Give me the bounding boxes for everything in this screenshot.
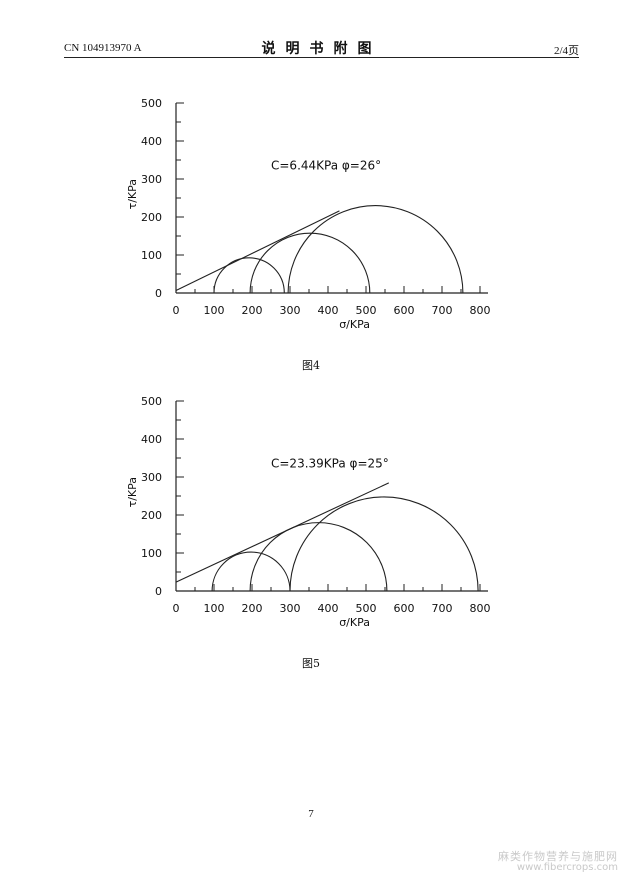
y-tick-label: 400	[141, 433, 162, 446]
header-divider	[64, 57, 579, 58]
figure-5-caption: 图5	[302, 657, 320, 670]
header-title: 说明书附图	[261, 41, 382, 57]
figure-5: 0 100 200 300 400 500 0 100 200 300 400 500 600 700 80…	[0, 383, 622, 633]
x-tick-label: 0	[173, 304, 180, 317]
x-tick-label: 700	[432, 304, 453, 317]
y-axis-label: τ/KPa	[126, 179, 139, 209]
mohr-circle-2	[249, 232, 371, 294]
y-tick-label: 200	[141, 509, 162, 522]
x-tick-label: 300	[280, 304, 301, 317]
figure-4-caption: 图4	[302, 359, 320, 372]
page-number: 7	[308, 808, 314, 820]
y-tick-label: 300	[141, 173, 162, 186]
page-header: CN 104913970 A 说明书附图 2/4页	[64, 38, 579, 58]
mohr-circle-chart-4: 0 100 200 300 400 500 0 100 200 300 400 500 600 700 80…	[126, 97, 491, 331]
y-tick-label: 500	[141, 395, 162, 408]
mohr-circle-chart-5: 0 100 200 300 400 500 0 100 200 300 400 500 600 700 80…	[126, 395, 491, 629]
x-tick-label: 600	[394, 602, 415, 615]
y-axis-label: τ/KPa	[126, 477, 139, 507]
x-tick-label: 0	[173, 602, 180, 615]
x-tick-label: 500	[356, 602, 377, 615]
figure-4: 0 100 200 300 400 500 0 100 200 300 400 500 600 700 80…	[0, 85, 622, 335]
x-tick-label: 700	[432, 602, 453, 615]
x-tick-label: 600	[394, 304, 415, 317]
y-tick-label: 0	[155, 585, 162, 598]
x-tick-label: 100	[204, 304, 225, 317]
x-tick-label: 800	[470, 602, 491, 615]
x-tick-label: 500	[356, 304, 377, 317]
x-axis-label: σ/KPa	[339, 318, 370, 331]
failure-envelope	[175, 482, 390, 583]
y-tick-label: 500	[141, 97, 162, 110]
mohr-circle-1	[213, 257, 285, 294]
x-axis-label: σ/KPa	[339, 616, 370, 629]
x-tick-label: 100	[204, 602, 225, 615]
y-tick-label: 400	[141, 135, 162, 148]
mohr-circle-1	[211, 551, 291, 592]
y-tick-label: 100	[141, 249, 162, 262]
page-indicator: 2/4页	[553, 45, 579, 57]
x-tick-label: 200	[242, 304, 263, 317]
x-tick-label: 300	[280, 602, 301, 615]
failure-envelope	[175, 210, 340, 292]
x-tick-label: 200	[242, 602, 263, 615]
y-tick-label: 200	[141, 211, 162, 224]
strength-annotation: C=6.44KPa φ=26°	[271, 159, 381, 173]
watermark-url: www.fibercrops.com	[516, 862, 618, 873]
y-tick-label: 300	[141, 471, 162, 484]
mohr-circle-2	[249, 522, 388, 592]
y-tick-label: 100	[141, 547, 162, 560]
mohr-circle-3	[287, 205, 464, 294]
x-tick-label: 800	[470, 304, 491, 317]
y-tick-label: 0	[155, 287, 162, 300]
patent-number: CN 104913970 A	[64, 42, 142, 54]
watermark-title: 麻类作物营养与施肥网	[498, 850, 618, 863]
mohr-circle-3	[289, 496, 479, 592]
strength-annotation: C=23.39KPa φ=25°	[271, 457, 389, 471]
x-tick-label: 400	[318, 304, 339, 317]
x-tick-label: 400	[318, 602, 339, 615]
